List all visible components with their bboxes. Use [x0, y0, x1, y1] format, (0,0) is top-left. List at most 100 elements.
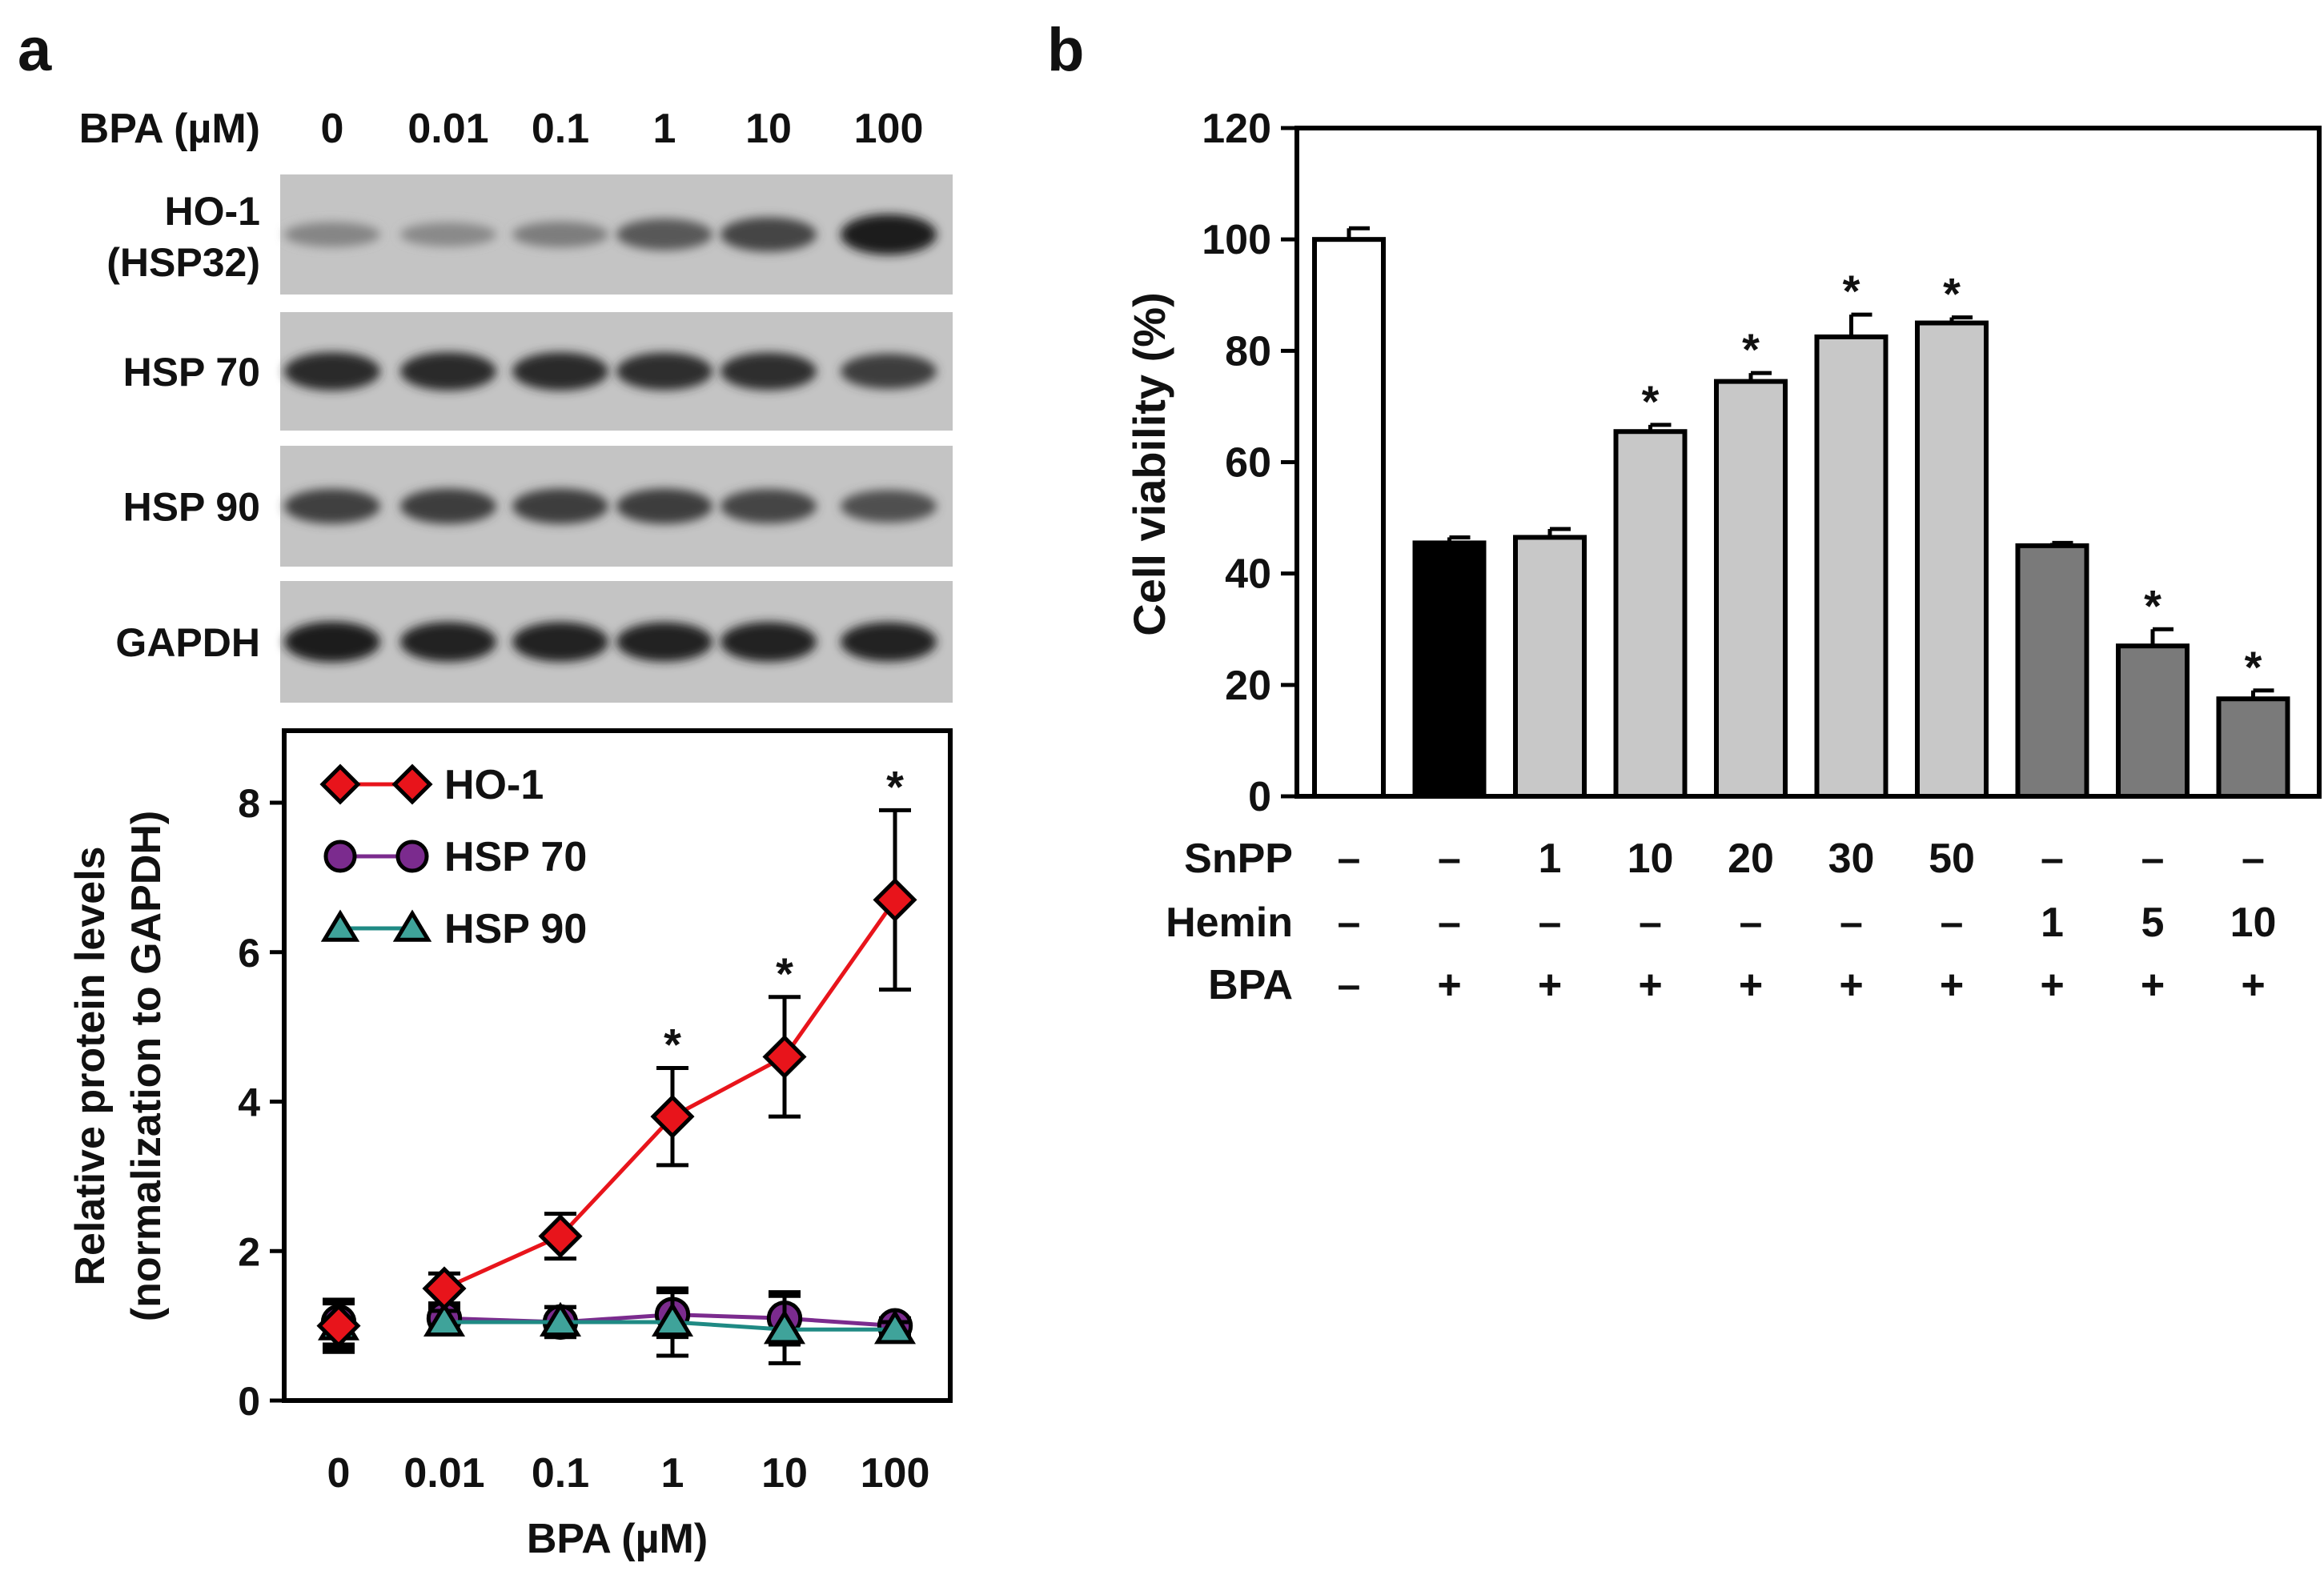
- line-chart-series-hsp-90: [317, 1286, 917, 1365]
- bar-chart-bar: [1513, 535, 1587, 799]
- condition-value: –: [1740, 900, 1763, 946]
- line-chart-significance: *: [886, 761, 904, 812]
- line-chart-marker: [391, 763, 433, 805]
- line-chart-marker: [395, 840, 429, 873]
- condition-row-label: BPA: [1208, 962, 1293, 1008]
- blot-band: [841, 490, 937, 523]
- panel-b-label: b: [1047, 16, 1084, 84]
- blot-row: GAPDH: [115, 581, 953, 703]
- bar-chart-bar-group: *: [1915, 269, 1989, 799]
- blot-header-label: BPA (µM): [79, 106, 260, 152]
- blot-band: [616, 218, 712, 250]
- condition-value: –: [1438, 900, 1461, 946]
- bar-chart-bar: [1714, 379, 1788, 799]
- condition-value: 1: [2041, 900, 2064, 946]
- condition-value: 30: [1828, 836, 1875, 882]
- bar-chart-significance: *: [1742, 324, 1760, 375]
- line-chart-marker: [763, 1309, 806, 1345]
- line-chart-y-tick-label: 8: [238, 781, 260, 826]
- blot-band: [400, 622, 496, 662]
- condition-value: –: [1338, 836, 1361, 882]
- blot-lane-labels: 0 0.01 0.1 1 10 100: [321, 106, 924, 152]
- line-chart-marker: [323, 840, 357, 873]
- condition-value: –: [1438, 836, 1461, 882]
- blot-band: [841, 622, 937, 662]
- bar-chart-bar: [1613, 429, 1688, 800]
- condition-value: –: [1338, 962, 1361, 1008]
- line-chart-marker: [316, 1304, 361, 1349]
- bar-chart-bar-group: [2015, 540, 2089, 799]
- panel-a-label: a: [18, 16, 52, 84]
- blot-band: [400, 352, 496, 391]
- condition-value: –: [1639, 900, 1662, 946]
- line-chart-marker: [423, 1301, 466, 1337]
- bar-chart-y-ticks: 0 20 40 60 80 100 120: [1202, 106, 1297, 820]
- bar-chart-significance: *: [1642, 376, 1660, 427]
- blot-band: [841, 214, 937, 255]
- line-chart-y-tick-label: 6: [238, 931, 260, 976]
- condition-value: +: [1437, 962, 1461, 1008]
- line-chart-significance: *: [664, 1019, 681, 1069]
- blot-band: [616, 352, 712, 391]
- line-chart-x-tick-label: 1: [661, 1450, 684, 1497]
- line-chart-y-tick-label: 2: [238, 1229, 260, 1274]
- blot-row: HSP 90: [123, 446, 953, 567]
- bar-chart-bar-group: *: [2216, 642, 2290, 800]
- condition-value: –: [1941, 900, 1964, 946]
- condition-value: 20: [1728, 836, 1774, 882]
- line-chart-marker: [539, 1301, 582, 1337]
- bar-chart-bar-group: *: [1613, 376, 1688, 800]
- blot-band: [616, 622, 712, 662]
- bar-chart-bar-group: *: [1714, 324, 1788, 799]
- line-chart: 0 2 4 6 8 0 0.01 0.1 1 10 100 Relative protein le…: [67, 728, 953, 1562]
- blot-lane-label: 100: [854, 106, 924, 152]
- blot-row-label: HO-1: [165, 189, 260, 234]
- condition-value: +: [2241, 962, 2265, 1008]
- blot-row-label: HSP 90: [123, 485, 260, 530]
- bar-chart-bar: [2116, 643, 2190, 799]
- bar-chart-bar-group: [1312, 226, 1386, 799]
- blot-band: [512, 622, 608, 662]
- bar-chart-bar: [1412, 540, 1487, 799]
- condition-row: Hemin – – – – – – –1 5 10: [1166, 900, 2276, 946]
- bar-chart-bar-group: *: [1814, 266, 1889, 799]
- bar-chart-bar: [1814, 334, 1889, 799]
- line-chart-marker: [873, 1309, 917, 1345]
- line-chart-marker: [319, 763, 361, 805]
- blot-band: [400, 222, 496, 247]
- blot-row: HSP 70: [123, 312, 953, 431]
- line-chart-series-ho-1: * * *: [316, 761, 917, 1354]
- condition-value: –: [1840, 900, 1863, 946]
- blot-lane-label: 0.01: [407, 106, 488, 152]
- condition-value: –: [1539, 900, 1562, 946]
- condition-value: +: [1839, 962, 1863, 1008]
- condition-value: 10: [2230, 900, 2277, 946]
- line-chart-series: * * *: [316, 761, 917, 1365]
- bar-chart-significance: *: [1843, 266, 1860, 316]
- blot-band: [720, 217, 817, 252]
- bar-chart-significance: *: [2245, 642, 2262, 692]
- condition-value: –: [2141, 836, 2165, 882]
- line-chart-frame: [282, 728, 953, 1403]
- condition-value: –: [2242, 836, 2265, 882]
- blot-row-label: GAPDH: [115, 620, 260, 665]
- blot-band: [284, 488, 380, 524]
- bar-chart-bar-group: [1513, 527, 1587, 799]
- condition-value: 1: [1539, 836, 1562, 882]
- blot-band: [616, 488, 712, 524]
- bar-chart-significance: *: [1943, 269, 1961, 319]
- line-chart-x-tick-label: 0: [327, 1450, 351, 1497]
- condition-value: +: [2040, 962, 2064, 1008]
- line-chart-marker: [651, 1301, 694, 1337]
- legend-label: HSP 70: [444, 834, 587, 880]
- condition-row-label: SnPP: [1184, 836, 1293, 882]
- condition-value: +: [1739, 962, 1763, 1008]
- blot-band: [841, 353, 937, 390]
- line-chart-marker: [392, 909, 432, 942]
- line-chart-x-tick-label: 100: [861, 1450, 930, 1497]
- bar-chart-bar: [1312, 237, 1386, 799]
- line-chart-y-tick-label: 4: [238, 1080, 260, 1125]
